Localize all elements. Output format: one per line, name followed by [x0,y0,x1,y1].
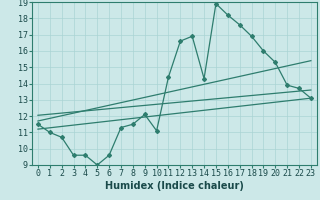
X-axis label: Humidex (Indice chaleur): Humidex (Indice chaleur) [105,181,244,191]
